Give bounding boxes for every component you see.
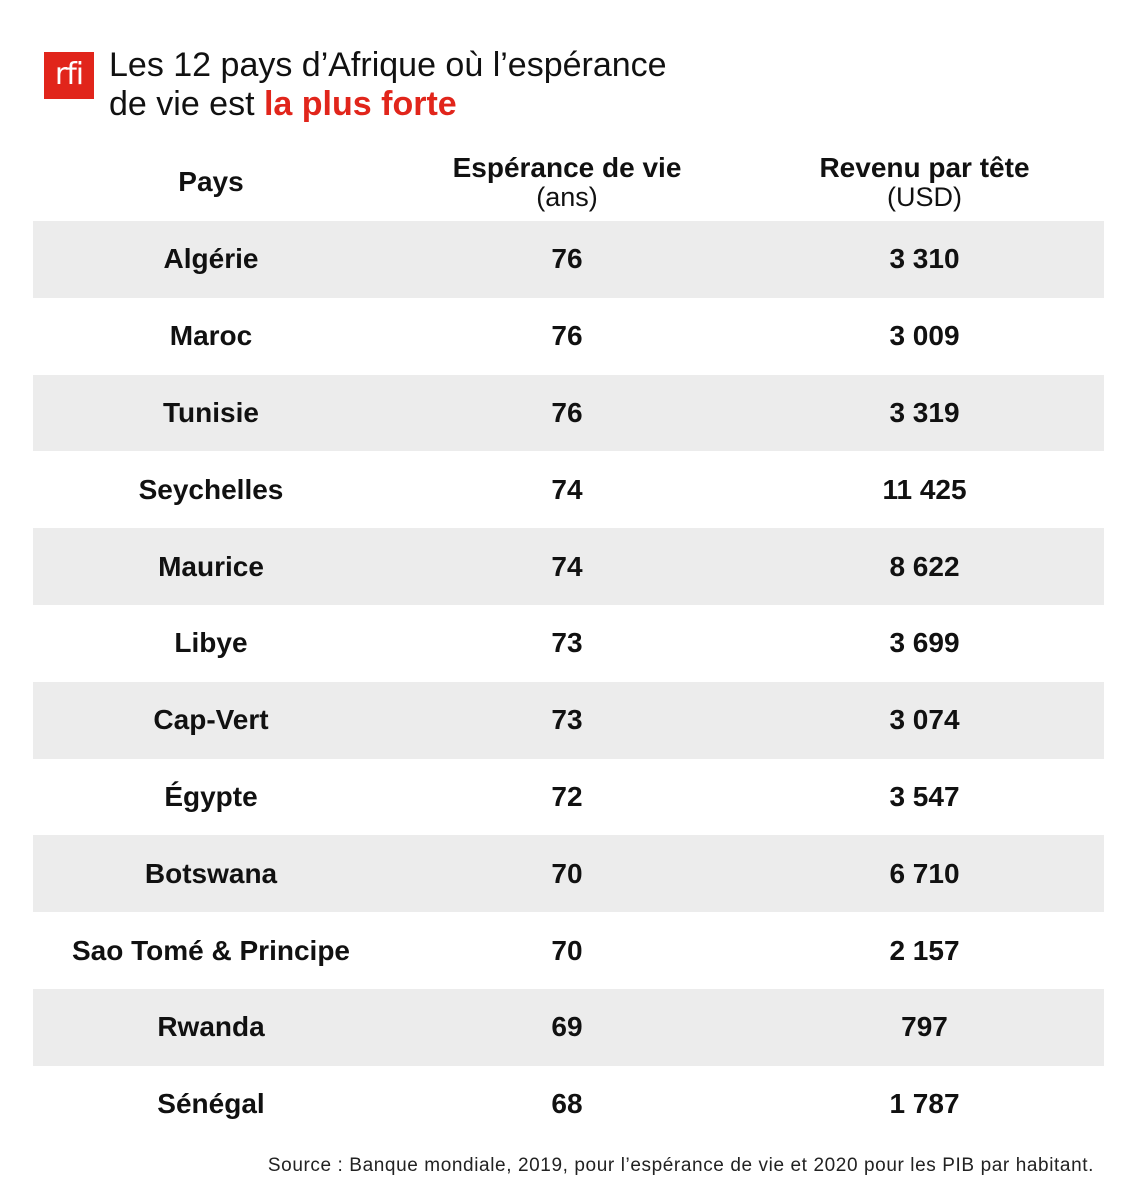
table-row: Égypte 72 3 547	[33, 759, 1104, 836]
cell-income: 1 787	[889, 1088, 960, 1120]
cell-income: 8 622	[889, 550, 960, 582]
cell-income: 3 319	[889, 396, 960, 428]
cell-life-expectancy: 68	[551, 1088, 583, 1120]
table-row: Libye 73 3 699	[33, 605, 1104, 682]
cell-income: 3 009	[889, 320, 960, 352]
table-row: Algérie 76 3 310	[33, 221, 1104, 298]
cell-life-expectancy: 76	[551, 396, 583, 428]
cell-country: Sao Tomé & Principe	[72, 934, 350, 966]
header-life-expectancy-unit: (ans)	[536, 182, 598, 212]
cell-country: Seychelles	[138, 473, 284, 505]
cell-income: 3 074	[889, 704, 960, 736]
cell-country: Maroc	[169, 320, 253, 352]
table-row: Maurice 74 8 622	[33, 528, 1104, 605]
cell-life-expectancy: 74	[551, 473, 583, 505]
cell-country: Rwanda	[157, 1011, 265, 1043]
title-line-2-prefix: de vie est	[109, 85, 264, 123]
table-row: Maroc 76 3 009	[33, 298, 1104, 375]
cell-country: Cap-Vert	[153, 704, 269, 736]
table-row: Rwanda 69 797	[33, 988, 1104, 1066]
cell-life-expectancy: 70	[551, 857, 583, 889]
cell-income: 6 710	[889, 857, 960, 889]
header-income-unit: (USD)	[887, 182, 962, 212]
header-income: Revenu par tête (USD)	[745, 143, 1104, 221]
cell-income: 3 310	[889, 243, 960, 275]
header-country-label: Pays	[178, 166, 244, 197]
cell-country: Tunisie	[163, 396, 259, 428]
cell-life-expectancy: 70	[551, 934, 583, 966]
data-table: Pays Espérance de vie (ans) Revenu par t…	[33, 143, 1104, 1143]
table-row: Tunisie 76 3 319	[33, 374, 1104, 452]
cell-country: Algérie	[163, 243, 259, 275]
table-row: Seychelles 74 11 425	[33, 451, 1104, 528]
cell-country: Maurice	[158, 550, 264, 582]
cell-life-expectancy: 69	[551, 1011, 583, 1043]
cell-income: 11 425	[882, 473, 967, 505]
cell-country: Égypte	[164, 780, 258, 812]
title-line-1: Les 12 pays d’Afrique où l’espérance	[109, 46, 667, 84]
rfi-logo: rfi	[44, 52, 94, 99]
cell-life-expectancy: 73	[551, 627, 583, 659]
title-line-2-highlight: la plus forte	[263, 85, 457, 123]
header-country: Pays	[33, 143, 389, 221]
header-life-expectancy: Espérance de vie (ans)	[389, 143, 745, 221]
cell-country: Botswana	[144, 857, 278, 889]
source-note: Source : Banque mondiale, 2019, pour l’e…	[267, 1155, 1094, 1176]
cell-life-expectancy: 72	[551, 780, 583, 812]
cell-income: 3 699	[889, 627, 960, 659]
table-row: Cap-Vert 73 3 074	[33, 681, 1104, 759]
header-life-expectancy-label: Espérance de vie	[452, 152, 682, 183]
cell-income: 2 157	[889, 934, 960, 966]
cell-life-expectancy: 76	[551, 320, 583, 352]
table-row: Sénégal 68 1 787	[33, 1066, 1104, 1143]
cell-country: Libye	[174, 627, 248, 659]
cell-life-expectancy: 73	[551, 704, 583, 736]
table-header: Pays Espérance de vie (ans) Revenu par t…	[33, 143, 1104, 221]
logo-text: rfi	[54, 56, 84, 92]
cell-life-expectancy: 76	[551, 243, 583, 275]
chart-title: Les 12 pays d’Afrique où l’espérance de …	[109, 46, 667, 124]
cell-income: 3 547	[889, 780, 960, 812]
cell-country: Sénégal	[157, 1088, 265, 1120]
cell-income: 797	[901, 1011, 948, 1043]
table-body: Algérie 76 3 310 Maroc 76 3 009 Tunisie 76 3 319…	[33, 221, 1104, 1143]
header-income-label: Revenu par tête	[819, 152, 1030, 183]
table-row: Botswana 70 6 710	[33, 835, 1104, 913]
cell-life-expectancy: 74	[551, 550, 583, 582]
table-row: Sao Tomé & Principe 70 2 157	[33, 912, 1104, 989]
